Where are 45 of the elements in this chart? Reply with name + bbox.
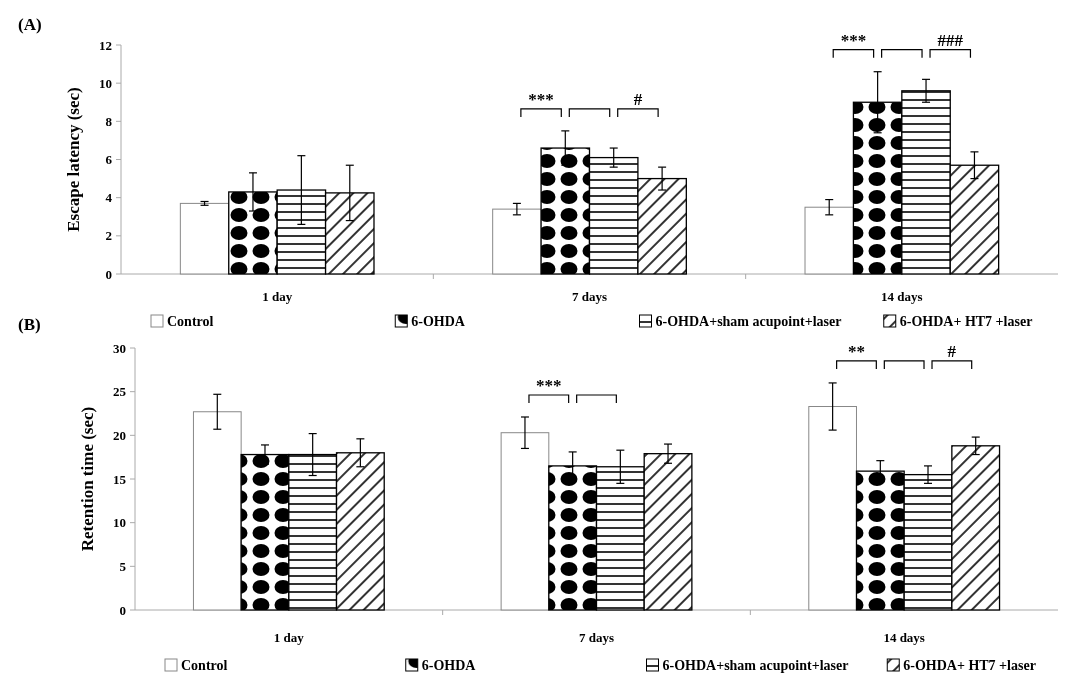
y-tick-label: 0 xyxy=(119,602,126,618)
y-tick-label: 2 xyxy=(105,228,112,244)
annotation: *** xyxy=(528,89,554,109)
legend-label: Control xyxy=(181,658,228,673)
y-axis-title: Retention time (sec) xyxy=(78,406,97,552)
annotation: # xyxy=(947,341,957,361)
legend-label: 6-OHDA xyxy=(421,658,477,673)
x-tick-label: 1 day xyxy=(273,630,305,645)
y-tick-label: 4 xyxy=(105,190,113,206)
annotation: *** xyxy=(536,375,562,395)
y-tick-label: 10 xyxy=(113,515,126,531)
bar xyxy=(492,208,542,275)
chart-title: (B) xyxy=(18,315,41,334)
legend-label: 6-OHDA+ HT7 +laser xyxy=(903,658,1036,673)
y-tick-label: 15 xyxy=(113,471,127,487)
annotation: ### xyxy=(937,30,964,50)
y-tick-label: 6 xyxy=(105,152,113,168)
annotation: # xyxy=(633,89,643,109)
y-tick-label: 5 xyxy=(119,558,127,574)
x-tick-label: 7 days xyxy=(571,289,608,304)
legend-label: 6-OHDA+sham acupoint+laser xyxy=(662,658,849,673)
legend-label: Control xyxy=(167,314,214,329)
y-axis-title: Escape latency (sec) xyxy=(64,87,83,232)
y-tick-label: 0 xyxy=(105,266,112,282)
annotation: ** xyxy=(847,341,865,361)
legend-label: 6-OHDA xyxy=(411,314,466,329)
legend-label: 6-OHDA+sham acupoint+laser xyxy=(655,314,842,329)
y-tick-label: 12 xyxy=(99,37,112,53)
y-tick-label: 8 xyxy=(105,113,113,129)
y-tick-label: 25 xyxy=(113,384,127,400)
legend-label: 6-OHDA+ HT7 +laser xyxy=(899,314,1033,329)
x-tick-label: 1 day xyxy=(262,289,293,304)
y-tick-label: 30 xyxy=(113,340,126,356)
y-tick-label: 20 xyxy=(113,427,126,443)
bar xyxy=(500,432,550,611)
bar xyxy=(804,206,854,275)
annotation: *** xyxy=(840,30,867,50)
chart-title: (A) xyxy=(18,15,42,34)
x-tick-label: 14 days xyxy=(883,630,925,645)
x-tick-label: 7 days xyxy=(578,630,615,645)
bar xyxy=(808,406,857,611)
x-tick-label: 14 days xyxy=(881,289,923,304)
bar xyxy=(192,411,242,611)
bar xyxy=(179,202,230,275)
y-tick-label: 10 xyxy=(99,75,112,91)
